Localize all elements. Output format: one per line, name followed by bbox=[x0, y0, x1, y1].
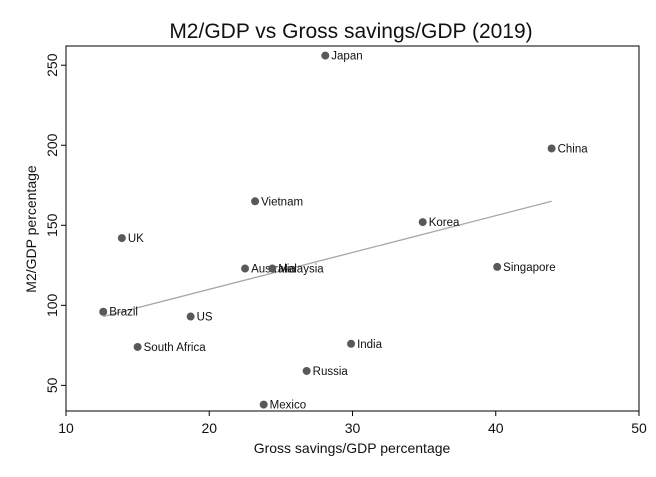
data-point bbox=[418, 218, 427, 227]
point-label: India bbox=[357, 339, 383, 351]
point-label: UK bbox=[128, 233, 144, 245]
fit-line bbox=[103, 200, 552, 318]
point-label: Russia bbox=[313, 366, 349, 378]
plot-frame bbox=[65, 45, 640, 412]
data-point bbox=[117, 234, 126, 243]
data-point bbox=[241, 264, 250, 273]
point-label: Brazil bbox=[109, 307, 138, 319]
data-point bbox=[302, 366, 311, 375]
data-point bbox=[347, 339, 356, 348]
data-point bbox=[133, 342, 142, 351]
y-tick-label: 50 bbox=[44, 377, 60, 393]
point-label: Malaysia bbox=[278, 264, 324, 276]
point-label: China bbox=[558, 143, 589, 155]
data-point bbox=[268, 264, 277, 273]
data-point bbox=[259, 400, 268, 409]
data-point bbox=[186, 312, 195, 321]
data-point bbox=[493, 262, 502, 271]
x-axis: 10 20 30 40 50 bbox=[58, 411, 647, 436]
x-tick-label: 40 bbox=[488, 420, 504, 436]
data-point bbox=[547, 144, 556, 153]
data-point bbox=[251, 197, 260, 206]
y-tick-label: 250 bbox=[44, 53, 60, 77]
x-tick-label: 10 bbox=[58, 420, 74, 436]
y-axis-title: M2/GDP percentage bbox=[23, 165, 39, 293]
x-tick-label: 50 bbox=[631, 420, 647, 436]
chart-title: M2/GDP vs Gross savings/GDP (2019) bbox=[169, 20, 532, 43]
x-tick-label: 20 bbox=[201, 420, 217, 436]
point-label: Japan bbox=[331, 51, 362, 63]
point-label: South Africa bbox=[144, 342, 207, 354]
y-tick-label: 200 bbox=[44, 133, 60, 157]
y-tick-label: 150 bbox=[44, 213, 60, 237]
point-label: US bbox=[197, 312, 213, 324]
data-point bbox=[99, 307, 108, 316]
point-label: Vietnam bbox=[261, 196, 303, 208]
x-tick-label: 30 bbox=[345, 420, 361, 436]
data-points: JapanChinaVietnamKoreaUKSingaporeAustral… bbox=[99, 51, 588, 412]
data-point bbox=[321, 51, 330, 60]
point-label: Mexico bbox=[270, 400, 306, 412]
y-axis: 50 100 150 200 250 bbox=[44, 53, 66, 393]
point-label: Korea bbox=[429, 217, 460, 229]
point-label: Singapore bbox=[503, 262, 555, 274]
x-axis-title: Gross savings/GDP percentage bbox=[254, 440, 451, 456]
y-tick-label: 100 bbox=[44, 293, 60, 317]
